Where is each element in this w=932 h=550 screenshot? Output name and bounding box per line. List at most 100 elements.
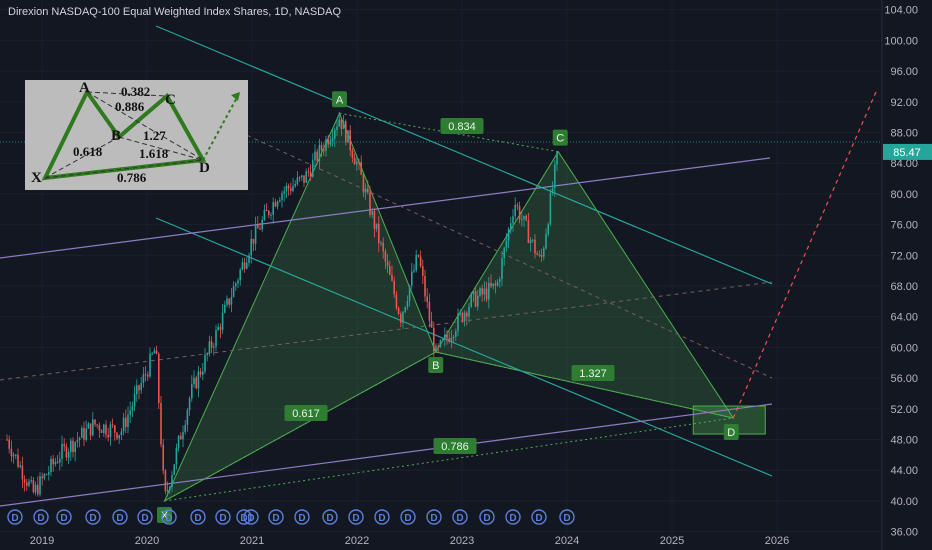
svg-text:0.617: 0.617 — [292, 408, 320, 420]
candle-body — [221, 312, 224, 330]
candle-body — [367, 188, 369, 193]
candle-body — [446, 334, 448, 339]
candle-body — [435, 345, 437, 352]
candle-body — [164, 470, 167, 492]
bd-line — [435, 351, 734, 419]
pattern-point-c[interactable]: C — [552, 129, 568, 146]
dividend-marker[interactable]: D — [112, 509, 128, 525]
candle-body — [237, 280, 239, 284]
svg-text:D: D — [483, 513, 490, 524]
candle-body — [61, 444, 63, 459]
dividend-marker[interactable]: D — [322, 509, 338, 525]
svg-text:D: D — [165, 513, 172, 524]
candle-body — [160, 402, 162, 445]
dividend-marker[interactable]: D — [268, 509, 284, 525]
xd-line — [164, 417, 734, 502]
inset-label-b: B — [111, 128, 122, 144]
svg-text:D: D — [219, 513, 226, 524]
candle-body — [197, 371, 200, 389]
svg-text:D: D — [247, 513, 254, 524]
dividend-marker[interactable]: D — [348, 509, 364, 525]
svg-text:X: X — [161, 510, 169, 522]
dividend-marker[interactable]: D — [7, 509, 23, 525]
dividend-marker[interactable]: D — [400, 509, 416, 525]
svg-text:D: D — [89, 513, 96, 524]
candle-body — [285, 185, 288, 192]
candle-body — [441, 339, 444, 341]
dividend-marker[interactable]: D — [531, 509, 547, 525]
candle-body — [448, 338, 450, 342]
candle-body — [477, 295, 479, 307]
candle-body — [48, 472, 50, 475]
dividend-marker[interactable]: D — [190, 509, 206, 525]
candle-body — [463, 312, 466, 322]
dividend-marker[interactable]: D — [374, 509, 390, 525]
ratio-label-3[interactable]: 1.327 — [571, 365, 615, 381]
dividend-marker[interactable]: D — [505, 509, 521, 525]
candle-body — [15, 454, 17, 456]
projection-line — [732, 91, 877, 419]
candle-body — [230, 296, 233, 305]
svg-text:85.47: 85.47 — [893, 147, 921, 159]
candle-body — [109, 424, 112, 438]
candle-body — [532, 239, 534, 241]
candle-body — [292, 186, 294, 192]
candle-body — [461, 312, 464, 322]
candle-body — [312, 160, 314, 177]
svg-text:D: D — [141, 513, 148, 524]
candle-body — [411, 271, 413, 286]
candle-body — [353, 158, 356, 165]
candle-body — [345, 121, 347, 143]
candle-body — [417, 254, 420, 257]
candle-body — [92, 419, 94, 436]
dividend-marker[interactable]: D — [559, 509, 575, 525]
y-tick-label: 68.00 — [890, 281, 918, 293]
svg-text:D: D — [352, 513, 359, 524]
dividend-marker[interactable]: D — [426, 509, 442, 525]
candle-body — [294, 184, 296, 187]
candle-body — [243, 262, 246, 269]
candle-body — [32, 480, 35, 493]
candle-body — [114, 425, 116, 433]
dividend-marker[interactable]: D — [294, 509, 310, 525]
pattern-point-a[interactable]: A — [332, 91, 347, 108]
candle-body — [103, 424, 105, 433]
candle-body — [100, 430, 103, 433]
candle-body — [105, 424, 107, 435]
candle-body — [12, 454, 15, 457]
dividend-marker[interactable]: D — [452, 509, 468, 525]
ratio-label-2[interactable]: 0.617 — [284, 405, 328, 421]
candle-body — [373, 211, 376, 229]
pattern-point-b[interactable]: B — [428, 357, 444, 374]
svg-text:D: D — [298, 513, 305, 524]
candle-body — [444, 334, 446, 340]
candle-body — [290, 188, 292, 192]
candle-body — [472, 291, 475, 295]
candle-body — [274, 202, 277, 207]
candle-body — [499, 279, 501, 282]
candle-body — [182, 432, 184, 440]
dividend-marker[interactable]: D — [85, 509, 101, 525]
dividend-marker[interactable]: D — [56, 509, 72, 525]
candle-body — [158, 353, 160, 403]
dividend-marker[interactable]: D — [33, 509, 49, 525]
candle-body — [351, 150, 354, 159]
pattern-point-x[interactable]: X — [157, 506, 172, 523]
candle-body — [74, 442, 76, 453]
candle-body — [389, 265, 391, 275]
dividend-marker[interactable]: D — [215, 509, 231, 525]
dividend-marker[interactable]: D — [243, 509, 259, 525]
ratio-label-1[interactable]: 0.834 — [440, 118, 484, 134]
dividend-marker[interactable]: D — [479, 509, 495, 525]
dividend-marker[interactable]: D — [137, 509, 153, 525]
xb-line — [164, 351, 436, 502]
dividend-marker[interactable]: D — [161, 509, 177, 525]
candle-body — [510, 223, 512, 229]
candle-body — [336, 126, 338, 131]
candle-body — [430, 320, 433, 328]
candle-body — [428, 301, 431, 321]
pattern-point-d[interactable]: D — [723, 424, 739, 441]
ratio-label-4[interactable]: 0.786 — [433, 438, 477, 454]
candle-body — [296, 177, 299, 185]
